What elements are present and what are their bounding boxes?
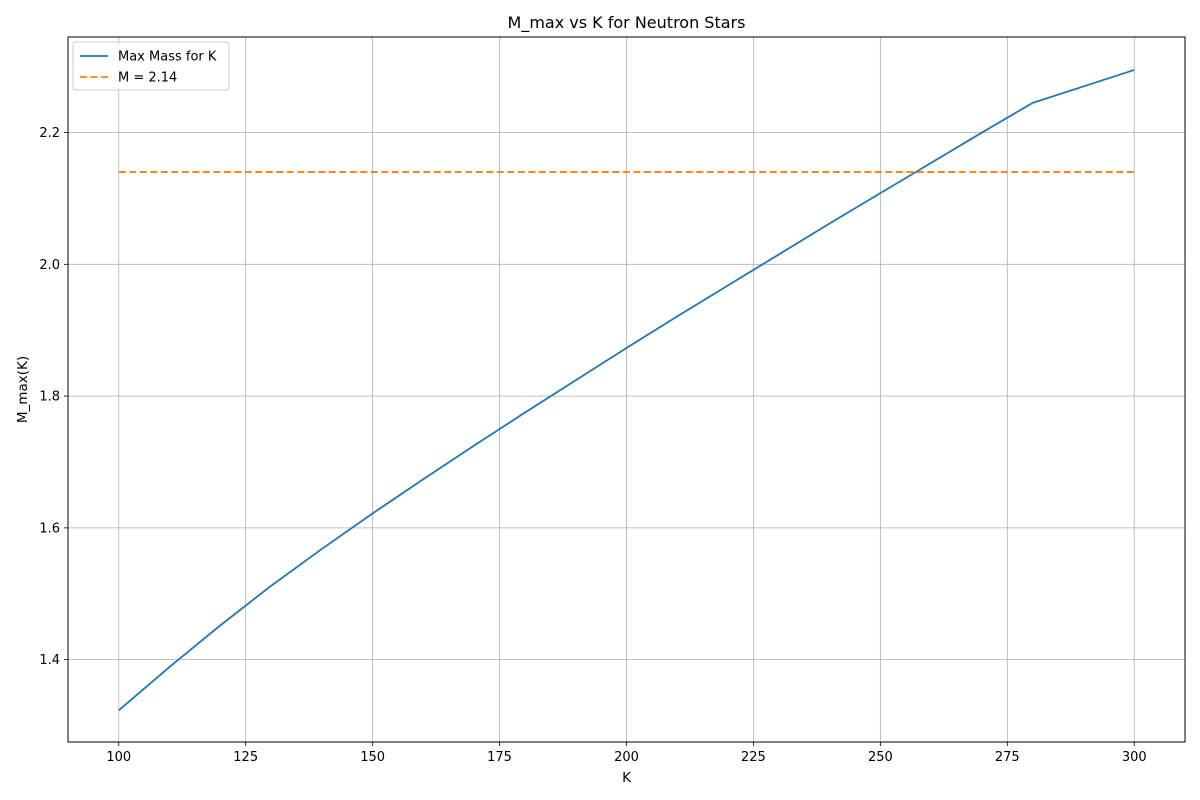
x-tick-label: 225 xyxy=(741,750,766,765)
y-tick-label: 2.2 xyxy=(39,126,60,141)
x-tick-label: 175 xyxy=(487,750,512,765)
x-tick-label: 150 xyxy=(360,750,385,765)
x-axis-label: K xyxy=(622,770,632,786)
y-tick-label: 1.6 xyxy=(39,521,60,536)
legend-label-reference-line: M = 2.14 xyxy=(118,71,177,86)
legend-label-max-mass: Max Mass for K xyxy=(118,50,217,65)
x-tick-label: 250 xyxy=(868,750,893,765)
x-tick-label: 300 xyxy=(1122,750,1147,765)
x-tick-label: 100 xyxy=(106,750,131,765)
legend: Max Mass for K M = 2.14 xyxy=(72,41,230,91)
axis-ticks: 100 125 150 175 200 225 250 275 300 1.4 1.6 1.8 2.0 2… xyxy=(39,126,1146,765)
chart-title: M_max vs K for Neutron Stars xyxy=(508,13,746,33)
x-tick-label: 125 xyxy=(233,750,258,765)
y-tick-label: 1.4 xyxy=(39,653,60,668)
y-tick-label: 1.8 xyxy=(39,390,60,405)
y-tick-label: 2.0 xyxy=(39,258,60,273)
x-tick-label: 275 xyxy=(995,750,1020,765)
series-line-max-mass xyxy=(118,69,1135,712)
x-tick-label: 200 xyxy=(614,750,639,765)
y-axis-label: M_max(K) xyxy=(15,356,31,423)
legend-box xyxy=(72,41,230,91)
data-area xyxy=(118,69,1135,712)
grid xyxy=(68,37,1185,742)
